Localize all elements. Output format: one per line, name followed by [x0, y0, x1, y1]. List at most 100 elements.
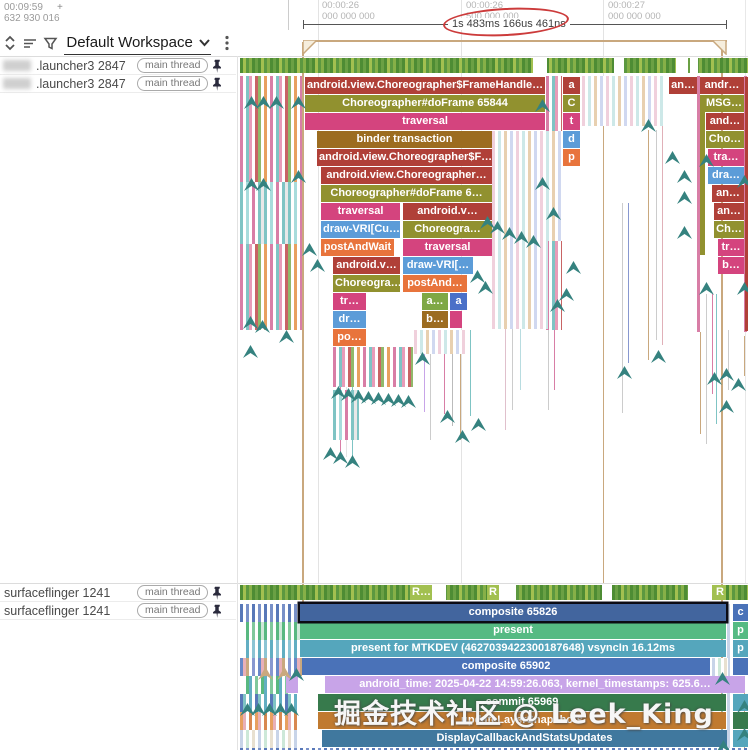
collapse-tracks-icon[interactable] — [0, 34, 20, 52]
pin-icon[interactable] — [210, 59, 224, 74]
trace-slice[interactable]: Choreographer#doFrame 65844 — [305, 95, 545, 112]
trace-slice[interactable]: traversal — [403, 239, 492, 256]
mini-slices[interactable] — [240, 182, 302, 244]
flow-arrow-icon — [707, 372, 722, 385]
mini-slices[interactable] — [240, 604, 300, 622]
trace-slice[interactable]: DisplayCallbackAndStatsUpdates — [322, 730, 727, 747]
trace-slice[interactable]: po… — [333, 329, 366, 346]
trace-slice[interactable]: composite 65826 — [300, 604, 726, 621]
trace-slice[interactable]: tr… — [718, 239, 744, 256]
trace-slice[interactable]: b… — [718, 257, 744, 274]
trace-slice[interactable]: dr… — [333, 311, 366, 328]
trace-slice[interactable]: a — [563, 77, 580, 94]
mini-slices[interactable] — [240, 748, 748, 750]
trace-slice[interactable] — [733, 712, 748, 729]
mini-slices[interactable] — [712, 658, 728, 676]
mini-slices[interactable] — [240, 730, 300, 748]
trace-slice[interactable]: updateLayerSnapshots — [318, 712, 726, 729]
trace-slice[interactable] — [286, 676, 298, 693]
mini-slices[interactable] — [414, 330, 466, 354]
trace-slice[interactable]: p — [563, 149, 580, 166]
trace-slice[interactable]: p — [733, 640, 748, 657]
trace-slice[interactable]: android.v… — [403, 203, 492, 220]
trace-slice[interactable]: android.view.Choreographer$F… — [317, 149, 492, 166]
mini-slices[interactable] — [492, 131, 562, 241]
trace-slice[interactable]: postAndWait — [321, 239, 394, 256]
trace-slice[interactable]: an… — [712, 185, 744, 202]
trace-slice[interactable]: android.view.Choreographer$FrameHandle… — [305, 77, 545, 94]
trace-slice[interactable]: Choreogra… — [403, 221, 492, 238]
sort-tracks-icon[interactable] — [20, 34, 40, 52]
trace-slice[interactable]: traversal — [305, 113, 545, 130]
filter-icon[interactable] — [40, 34, 60, 52]
trace-slice[interactable]: android_time: 2025-04-22 14:59:26.063, k… — [325, 676, 745, 693]
workspace-menu-icon[interactable] — [217, 34, 237, 52]
trace-slice[interactable]: Choreogra… — [333, 275, 400, 292]
mini-slices[interactable] — [240, 58, 748, 73]
pin-icon[interactable] — [210, 604, 224, 619]
trace-slice[interactable]: Cho… — [706, 131, 744, 148]
trace-slice[interactable]: R — [714, 585, 726, 600]
trace-slice[interactable]: present for MTKDEV (4627039422300187648)… — [300, 640, 726, 657]
track-row-launcher3-state[interactable]: .launcher3 2847 main thread — [0, 57, 236, 75]
trace-slice[interactable]: R… — [410, 585, 432, 600]
trace-slice[interactable]: C — [563, 95, 580, 112]
trace-slice[interactable]: android.v… — [333, 257, 400, 274]
mini-slices[interactable] — [246, 676, 288, 694]
mini-slices[interactable] — [240, 76, 302, 182]
trace-slice[interactable] — [733, 730, 748, 747]
trace-slice[interactable] — [450, 311, 462, 328]
mini-slices[interactable] — [240, 712, 300, 730]
pin-icon[interactable] — [210, 77, 224, 92]
workspace-selector[interactable]: Default Workspace — [64, 32, 211, 55]
mini-slices[interactable] — [492, 241, 548, 329]
trace-slice[interactable]: postAnd… — [403, 275, 467, 292]
area-selection-handle-right[interactable] — [712, 40, 727, 55]
track-row-launcher3-slices[interactable]: .launcher3 2847 main thread — [0, 75, 236, 93]
mini-slices[interactable] — [240, 694, 298, 712]
trace-slice[interactable]: b… — [422, 311, 448, 328]
trace-slice[interactable]: an… — [714, 203, 744, 220]
mini-slices[interactable] — [240, 658, 302, 676]
trace-slice[interactable]: draw-VRI[Cu… — [321, 221, 400, 238]
trace-slice[interactable]: draw-VRI[… — [403, 257, 473, 274]
track-row-surfaceflinger-slices[interactable]: surfaceflinger 1241 main thread — [0, 602, 236, 620]
trace-slice[interactable] — [733, 694, 748, 711]
area-selection-bar[interactable] — [303, 40, 727, 42]
mini-slices[interactable] — [240, 244, 302, 330]
trace-slice[interactable]: c — [733, 604, 748, 621]
trace-slice[interactable]: traversal — [321, 203, 400, 220]
mini-slices[interactable] — [333, 347, 413, 387]
trace-slice[interactable]: d — [563, 131, 580, 148]
trace-slice[interactable]: an… — [669, 77, 697, 94]
pin-icon[interactable] — [210, 586, 224, 601]
trace-slice[interactable]: tr… — [333, 293, 366, 310]
mini-slices[interactable] — [333, 390, 359, 440]
area-selection-handle-left[interactable] — [303, 40, 318, 55]
trace-slice[interactable]: commit 65969 — [318, 694, 726, 711]
flow-arrow-icon — [471, 418, 486, 431]
mini-slices[interactable] — [246, 640, 300, 658]
trace-slice[interactable]: t — [563, 113, 580, 130]
trace-slice[interactable]: present — [300, 622, 726, 639]
trace-slice[interactable]: Ch… — [714, 221, 744, 238]
trace-slice[interactable]: andr… — [700, 77, 744, 94]
track-row-surfaceflinger-state[interactable]: surfaceflinger 1241 main thread — [0, 584, 236, 602]
trace-slice[interactable]: dra… — [708, 167, 744, 184]
trace-slice[interactable]: android.view.Choreographer… — [321, 167, 492, 184]
trace-slice[interactable]: R — [487, 585, 499, 600]
mini-slices[interactable] — [582, 76, 666, 126]
trace-slice[interactable]: a… — [422, 293, 448, 310]
trace-slice[interactable] — [733, 658, 748, 675]
trace-slice[interactable]: tra… — [708, 149, 744, 166]
trace-slice[interactable]: composite 65902 — [302, 658, 710, 675]
trace-slice[interactable]: binder transaction — [317, 131, 492, 148]
trace-slice[interactable] — [700, 95, 705, 255]
trace-slice[interactable]: a — [450, 293, 467, 310]
trace-slice[interactable] — [745, 77, 748, 331]
trace-slice[interactable]: p — [733, 622, 748, 639]
trace-slice[interactable]: Choreographer#doFrame 6… — [321, 185, 492, 202]
trace-slice[interactable]: and… — [706, 113, 744, 130]
mini-slices[interactable] — [246, 622, 300, 640]
trace-slice[interactable]: MSG… — [704, 95, 744, 112]
